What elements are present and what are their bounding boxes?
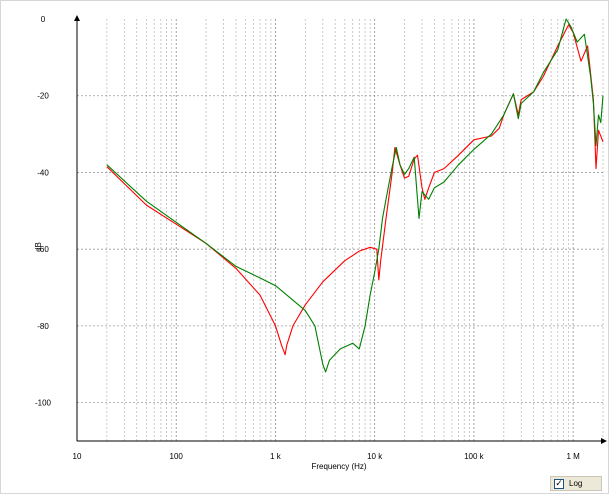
log-checkbox-label: Log <box>569 479 583 488</box>
y-tick-label: -80 <box>37 322 49 331</box>
x-tick-label: 100 k <box>464 452 485 461</box>
series-line-2 <box>106 18 604 373</box>
x-axis-label: Frequency (Hz) <box>311 462 366 471</box>
y-tick-label: 0 <box>41 15 46 24</box>
axes <box>74 15 607 444</box>
log-checkbox[interactable]: ✓ <box>554 478 564 489</box>
y-tick-label: -100 <box>35 399 52 408</box>
log-scale-toggle[interactable]: ✓ Log <box>550 476 602 491</box>
series-line-1 <box>106 24 604 356</box>
x-tick-label: 100 <box>170 452 184 461</box>
y-axis-arrow <box>74 15 80 21</box>
x-tick-label: 1 M <box>566 452 580 461</box>
y-tick-label: -60 <box>37 245 49 254</box>
x-tick-label: 10 <box>73 452 82 461</box>
series-layer <box>106 18 604 373</box>
y-tick-label: -20 <box>37 92 49 101</box>
x-axis-arrow <box>601 438 607 444</box>
tick-labels: 10 100 1 k 10 k 100 k 1 M 0 -20 -40 -60 -80 -100 <box>35 15 580 461</box>
x-tick-label: 1 k <box>270 452 282 461</box>
grid <box>77 19 604 441</box>
y-tick-label: -40 <box>37 168 49 177</box>
x-tick-label: 10 k <box>367 452 383 461</box>
y-axis-label: dB <box>34 242 43 252</box>
